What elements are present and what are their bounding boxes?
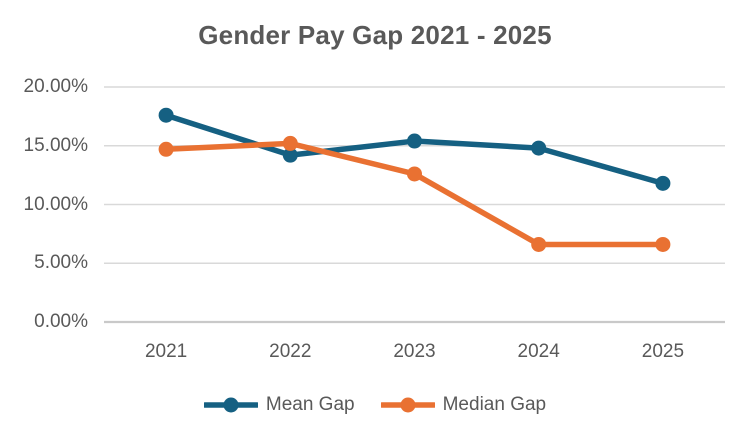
legend-median-gap-marker-icon <box>380 397 435 413</box>
mean-gap-data-point <box>531 140 547 156</box>
legend-label: Mean Gap <box>265 394 355 415</box>
legend-item-median-gap: Median Gap <box>380 394 547 416</box>
median-gap-data-point <box>531 236 547 252</box>
mean-gap-data-point <box>158 107 174 123</box>
median-gap-data-point <box>158 141 174 157</box>
legend-item-mean-gap: Mean Gap <box>203 394 355 416</box>
y-tick-label: 15.00% <box>23 134 88 156</box>
x-tick-label: 2021 <box>144 341 188 362</box>
mean-gap-data-point <box>655 175 671 191</box>
y-tick-label: 10.00% <box>23 193 88 215</box>
median-gap-data-point <box>655 236 671 252</box>
median-gap-line <box>163 140 666 248</box>
legend-mean-gap-marker-icon <box>203 397 258 413</box>
y-tick-label: 5.00% <box>34 252 88 274</box>
x-tick-label: 2024 <box>517 341 560 362</box>
mean-gap-data-point <box>407 133 422 149</box>
x-tick-label: 2025 <box>641 341 685 362</box>
chart-title: Gender Pay Gap 2021 - 2025 <box>198 20 552 50</box>
y-tick-label: 0.00% <box>34 311 88 332</box>
median-gap-data-point <box>282 135 298 151</box>
x-tick-label: 2022 <box>269 341 312 362</box>
x-tick-label: 2023 <box>393 341 436 362</box>
y-tick-label: 20.00% <box>23 76 88 97</box>
median-gap-data-point <box>407 166 422 182</box>
legend: Mean Gap Median Gap <box>0 393 750 417</box>
legend-label: Median Gap <box>442 394 547 415</box>
mean-gap-data-point <box>282 147 298 163</box>
